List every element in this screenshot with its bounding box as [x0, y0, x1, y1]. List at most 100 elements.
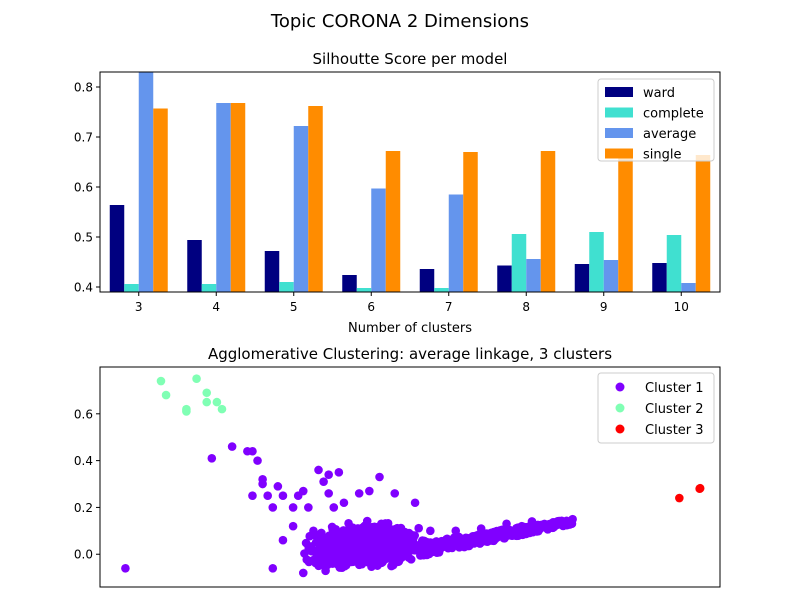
scatter-point-cluster-1 [304, 542, 314, 552]
bar-legend-label-average: average [643, 127, 696, 142]
bar-y-tick-label: 0.8 [74, 81, 93, 95]
scatter-point-cluster-1 [340, 561, 350, 571]
scatter-point-cluster-2 [156, 376, 166, 386]
scatter-point-cluster-1 [311, 553, 321, 563]
scatter-point-cluster-1 [394, 538, 404, 548]
scatter-legend-label-3: Cluster 3 [645, 423, 704, 438]
bar-complete-5 [279, 282, 294, 292]
scatter-point-cluster-1 [487, 528, 496, 538]
scatter-plot-frame [99, 366, 721, 588]
scatter-point-cluster-1 [361, 556, 371, 566]
scatter-legend-label-1: Cluster 1 [645, 381, 704, 396]
scatter-legend: Cluster 1 Cluster 2 Cluster 3 [597, 372, 715, 444]
scatter-point-cluster-1 [372, 545, 382, 555]
bar-complete-3 [124, 284, 139, 292]
scatter-point-cluster-1 [288, 503, 298, 512]
bar-x-tick-label: 10 [674, 300, 689, 314]
scatter-point-cluster-1 [414, 523, 424, 533]
scatter-point-cluster-1 [461, 533, 471, 543]
bar-single-5 [308, 106, 323, 292]
scatter-point-cluster-1 [420, 547, 429, 557]
scatter-point-cluster-1 [395, 527, 405, 537]
bar-x-tick-label: 7 [445, 300, 453, 314]
scatter-point-cluster-1 [253, 456, 262, 465]
bar-average-10 [681, 283, 696, 292]
bar-chart: Silhoutte Score per model 0.40.50.60.70.… [74, 50, 721, 336]
bar-chart-title: Silhoutte Score per model [313, 50, 508, 68]
scatter-point-cluster-1 [553, 517, 562, 526]
bar-plot-frame [99, 71, 721, 293]
bar-x-tick-label: 8 [522, 300, 530, 314]
scatter-point-cluster-1 [314, 561, 323, 571]
bar-complete-6 [356, 288, 372, 292]
scatter-point-cluster-1 [304, 503, 313, 512]
bar-average-9 [603, 260, 619, 292]
bar-legend-swatch-complete [605, 107, 633, 118]
scatter-point-cluster-1 [329, 558, 339, 567]
scatter-point-cluster-1 [568, 514, 577, 524]
scatter-point-cluster-1 [342, 541, 352, 550]
scatter-point-cluster-1 [374, 536, 383, 546]
scatter-point-cluster-1 [426, 538, 435, 547]
scatter-point-cluster-1 [367, 562, 376, 571]
scatter-marks [121, 374, 705, 578]
scatter-point-cluster-1 [304, 557, 314, 567]
scatter-point-cluster-1 [263, 491, 273, 501]
bar-y-tick-label: 0.6 [74, 181, 93, 195]
scatter-y-tick-label: 0.0 [74, 548, 93, 562]
scatter-point-cluster-1 [351, 549, 360, 559]
scatter-point-cluster-1 [243, 446, 252, 456]
scatter-point-cluster-2 [212, 397, 222, 407]
bar-legend-swatch-single [605, 148, 633, 159]
scatter-point-cluster-1 [273, 482, 283, 491]
bar-x-axis: 3 4 5 6 7 8 9 10 [135, 292, 689, 314]
scatter-point-cluster-1 [502, 519, 511, 529]
bar-complete-8 [511, 234, 527, 292]
scatter-point-cluster-1 [344, 519, 353, 528]
bar-ward-10 [652, 263, 667, 292]
scatter-point-cluster-3 [695, 483, 705, 493]
scatter-point-cluster-1 [288, 521, 298, 531]
scatter-point-cluster-1 [319, 546, 329, 555]
scatter-point-cluster-1 [268, 563, 278, 573]
scatter-point-cluster-1 [533, 526, 542, 536]
bar-ward-9 [574, 264, 590, 292]
bar-ward-3 [109, 205, 125, 292]
scatter-point-cluster-1 [404, 528, 414, 538]
bar-complete-7 [434, 288, 449, 292]
bar-ward-5 [264, 251, 280, 292]
bar-single-4 [230, 103, 246, 292]
scatter-point-cluster-2 [192, 374, 201, 384]
scatter-point-cluster-1 [339, 498, 349, 508]
scatter-point-cluster-1 [300, 549, 309, 558]
scatter-point-cluster-1 [451, 526, 461, 536]
scatter-point-cluster-1 [278, 535, 288, 545]
bar-complete-9 [589, 232, 604, 292]
scatter-legend-label-2: Cluster 2 [645, 402, 704, 417]
bar-average-6 [371, 188, 386, 292]
scatter-point-cluster-1 [341, 548, 350, 557]
scatter-point-cluster-1 [365, 486, 374, 496]
scatter-point-cluster-1 [330, 551, 339, 560]
scatter-point-cluster-1 [278, 491, 288, 501]
bar-average-8 [526, 259, 541, 292]
scatter-point-cluster-1 [268, 503, 278, 512]
bar-single-10 [695, 155, 711, 292]
scatter-point-cluster-2 [202, 388, 212, 398]
bar-single-3 [153, 108, 168, 292]
scatter-point-cluster-1 [384, 536, 394, 545]
scatter-y-tick-label: 0.6 [74, 407, 93, 421]
scatter-point-cluster-1 [383, 521, 392, 531]
scatter-point-cluster-1 [525, 524, 534, 533]
bar-single-6 [385, 151, 401, 292]
scatter-point-cluster-1 [298, 486, 308, 496]
scatter-point-cluster-2 [202, 397, 212, 407]
scatter-point-cluster-1 [536, 520, 546, 530]
bar-single-7 [463, 152, 478, 292]
bar-legend: ward complete average single [597, 78, 715, 163]
scatter-point-cluster-1 [339, 531, 349, 541]
bar-complete-4 [201, 284, 217, 292]
scatter-point-cluster-1 [386, 547, 396, 556]
scatter-point-cluster-1 [426, 526, 435, 536]
